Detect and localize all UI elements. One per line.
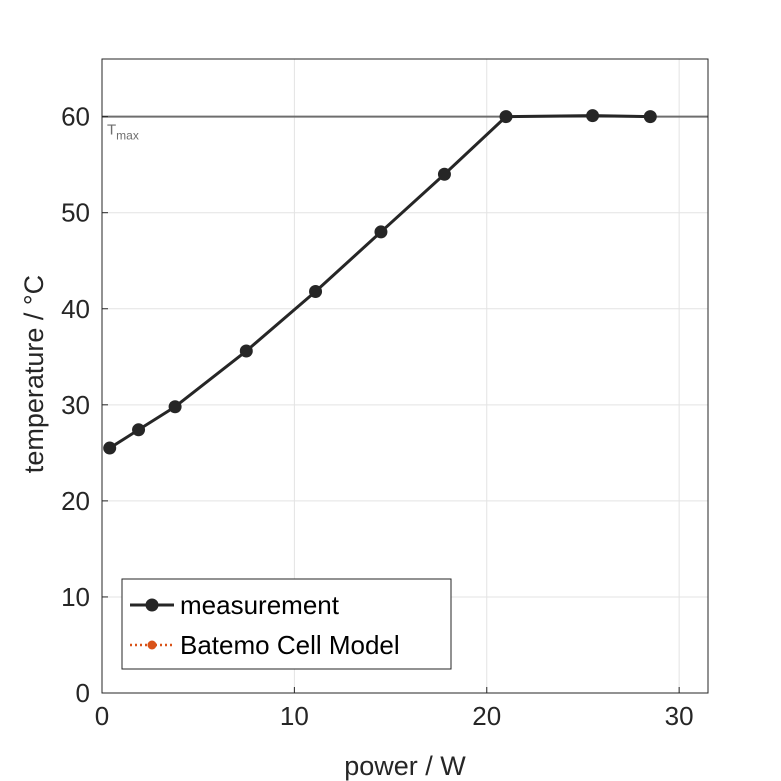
x-tick-label: 10 (280, 701, 309, 731)
y-axis-title: temperature / °C (19, 275, 49, 473)
y-tick-label: 50 (61, 198, 90, 228)
plot-frame (101, 58, 709, 694)
x-tick-label: 30 (665, 701, 694, 731)
y-tick-label: 30 (61, 390, 90, 420)
data-point (586, 109, 600, 123)
legend-swatch-measurement-marker (145, 598, 159, 612)
x-axis-title: power / W (344, 751, 466, 781)
y-tick-label: 60 (61, 102, 90, 132)
data-point (309, 284, 323, 298)
data-point (499, 110, 513, 124)
data-point (168, 400, 182, 414)
legend-box (121, 578, 452, 670)
tmax-label: Tmax (107, 122, 139, 143)
x-tick-label: 0 (95, 701, 109, 731)
data-point (239, 344, 253, 358)
data-point (437, 167, 451, 181)
y-tick-label: 10 (61, 582, 90, 612)
y-tick-label: 40 (61, 294, 90, 324)
series-line-0 (108, 114, 651, 450)
data-point (643, 110, 657, 124)
legend-swatch-batemo-marker (147, 640, 157, 650)
legend-label-measurement: measurement (180, 590, 340, 620)
data-point (374, 225, 388, 239)
legend-label-batemo-cell-model: Batemo Cell Model (180, 630, 400, 660)
reference-lines: Tmax (102, 115, 708, 143)
data-point (103, 441, 117, 455)
data-point (132, 423, 146, 437)
y-tick-label: 0 (76, 678, 90, 708)
x-tick-label: 20 (472, 701, 501, 731)
legend: measurement Batemo Cell Model (121, 578, 452, 670)
ticks: 0 10 20 30 0 10 20 30 40 50 60 (61, 102, 694, 731)
series-layer (103, 109, 657, 455)
y-tick-label: 20 (61, 486, 90, 516)
